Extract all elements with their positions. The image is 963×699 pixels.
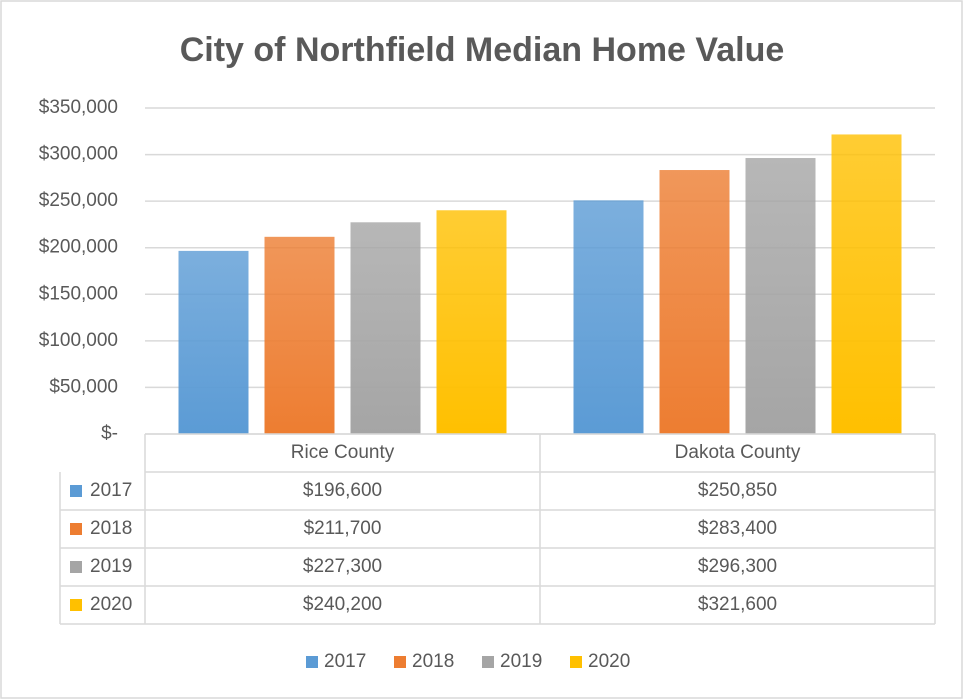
legend-key [394,656,406,668]
legend-label: 2017 [324,651,366,672]
legend-label: 2020 [588,651,630,672]
y-tick-label: $50,000 [49,376,118,397]
table-value: $296,300 [698,556,777,577]
table-series-name: 2019 [90,556,132,577]
bar [745,158,816,435]
y-tick-label: $100,000 [39,330,118,351]
y-tick-label: $150,000 [39,283,118,304]
bar [264,236,335,434]
table-legend-key [70,599,82,611]
legend-key [306,656,318,668]
bar [350,222,421,434]
bar [831,134,902,434]
legend-label: 2019 [500,651,542,672]
bar [436,210,507,434]
table-legend-key [70,485,82,497]
table-legend-key [70,523,82,535]
table-series-name: 2020 [90,594,132,615]
table-value: $227,300 [303,556,382,577]
table-series-name: 2018 [90,518,132,539]
legend-key [570,656,582,668]
x-tick-label: Rice County [291,442,395,463]
table-value: $196,600 [303,480,382,501]
bar [573,200,644,434]
y-tick-label: $250,000 [39,190,118,211]
bar [659,170,730,434]
bar [178,250,249,434]
y-tick-label: $350,000 [39,97,118,118]
x-tick-label: Dakota County [675,442,801,463]
legend-label: 2018 [412,651,454,672]
table-value: $240,200 [303,594,382,615]
chart-title: City of Northfield Median Home Value [180,31,785,69]
table-value: $250,850 [698,480,777,501]
legend-key [482,656,494,668]
y-tick-label: $300,000 [39,144,118,165]
table-value: $321,600 [698,594,777,615]
y-tick-label: $- [101,423,118,444]
table-series-name: 2017 [90,480,132,501]
table-value: $211,700 [304,518,382,539]
table-legend-key [70,561,82,573]
table-value: $283,400 [698,518,777,539]
y-tick-label: $200,000 [39,237,118,258]
